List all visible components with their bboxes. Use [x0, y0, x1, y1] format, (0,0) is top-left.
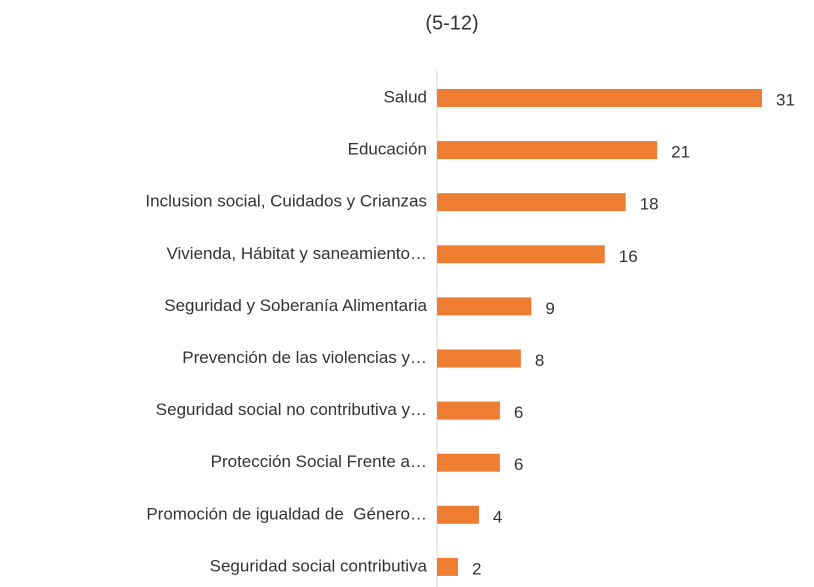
bar — [437, 401, 500, 420]
bar — [437, 141, 658, 160]
bar — [437, 349, 521, 368]
bar — [437, 505, 479, 524]
value-label: 31 — [776, 90, 795, 109]
bar — [437, 453, 500, 472]
category-label: Seguridad y Soberanía Alimentaria — [164, 296, 427, 315]
category-label: Salud — [384, 87, 427, 106]
category-label: Inclusion social, Cuidados y Crianzas — [145, 192, 427, 211]
category-label: Seguridad social contributiva — [210, 556, 428, 575]
chart-title: (5-12) — [425, 12, 478, 34]
value-label: 18 — [640, 195, 659, 214]
value-label: 6 — [514, 455, 523, 474]
category-label: Promoción de igualdad de Género… — [146, 504, 427, 523]
value-label: 4 — [493, 507, 502, 526]
value-label: 21 — [671, 143, 690, 162]
value-label: 2 — [472, 559, 481, 578]
bar — [437, 557, 458, 576]
category-label: Prevención de las violencias y… — [182, 348, 427, 367]
bar — [437, 193, 626, 212]
category-label: Educación — [348, 140, 427, 159]
bar — [437, 245, 605, 264]
value-label: 16 — [619, 247, 638, 266]
value-label: 8 — [535, 351, 544, 370]
category-label: Vivienda, Hábitat y saneamiento… — [166, 244, 427, 263]
value-label: 9 — [545, 299, 554, 318]
bar — [437, 89, 762, 107]
category-label: Seguridad social no contributiva y… — [156, 400, 427, 419]
value-label: 6 — [514, 403, 523, 422]
bar — [437, 297, 532, 316]
category-label: Protección Social Frente a… — [211, 452, 427, 471]
